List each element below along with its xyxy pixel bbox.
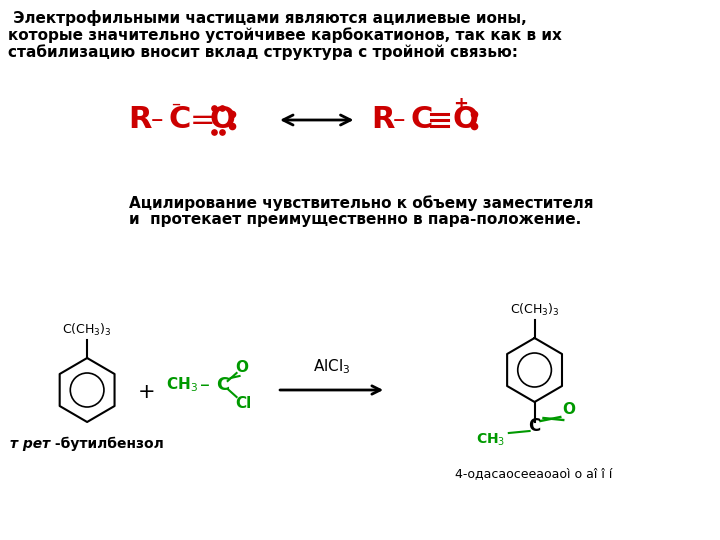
Text: Cl: Cl [235, 395, 252, 410]
Text: и  протекает преимущественно в пара-положение.: и протекает преимущественно в пара-полож… [129, 212, 581, 227]
Text: CH$_3$: CH$_3$ [475, 432, 505, 448]
Text: Ацилирование чувствительно к объему заместителя: Ацилирование чувствительно к объему заме… [129, 195, 593, 211]
Text: –: – [393, 108, 405, 132]
Text: C: C [168, 105, 191, 134]
Text: O: O [210, 105, 235, 134]
Text: O: O [562, 402, 575, 417]
Text: +: + [453, 95, 468, 113]
Text: CH$_3$: CH$_3$ [166, 376, 198, 394]
Text: 4-одасаосееаоаоì о аî î í: 4-одасаосееаоаоì о аî î í [455, 467, 613, 480]
Text: C: C [411, 105, 433, 134]
Text: O: O [452, 105, 478, 134]
Text: AlCl$_3$: AlCl$_3$ [312, 357, 351, 376]
Text: -бутилбензол: -бутилбензол [50, 437, 164, 451]
Text: C(CH$_3$)$_3$: C(CH$_3$)$_3$ [510, 302, 559, 318]
Text: т рет: т рет [10, 437, 50, 451]
Text: –: – [150, 108, 163, 132]
Text: C: C [528, 417, 541, 435]
Text: =: = [190, 105, 216, 134]
Text: стабилизацию вносит вклад структура с тройной связью:: стабилизацию вносит вклад структура с тр… [8, 44, 518, 60]
Text: Электрофильными частицами являются ацилиевые ионы,: Электрофильными частицами являются ацили… [8, 10, 526, 26]
Text: которые значительно устойчивее карбокатионов, так как в их: которые значительно устойчивее карбокати… [8, 27, 562, 43]
Text: C(CH$_3$)$_3$: C(CH$_3$)$_3$ [63, 322, 112, 338]
Text: +: + [138, 382, 156, 402]
Text: –: – [200, 375, 210, 395]
Text: –: – [171, 95, 180, 113]
Text: R: R [372, 105, 395, 134]
Text: R: R [129, 105, 152, 134]
Text: C: C [216, 376, 229, 394]
Text: O: O [235, 360, 248, 375]
